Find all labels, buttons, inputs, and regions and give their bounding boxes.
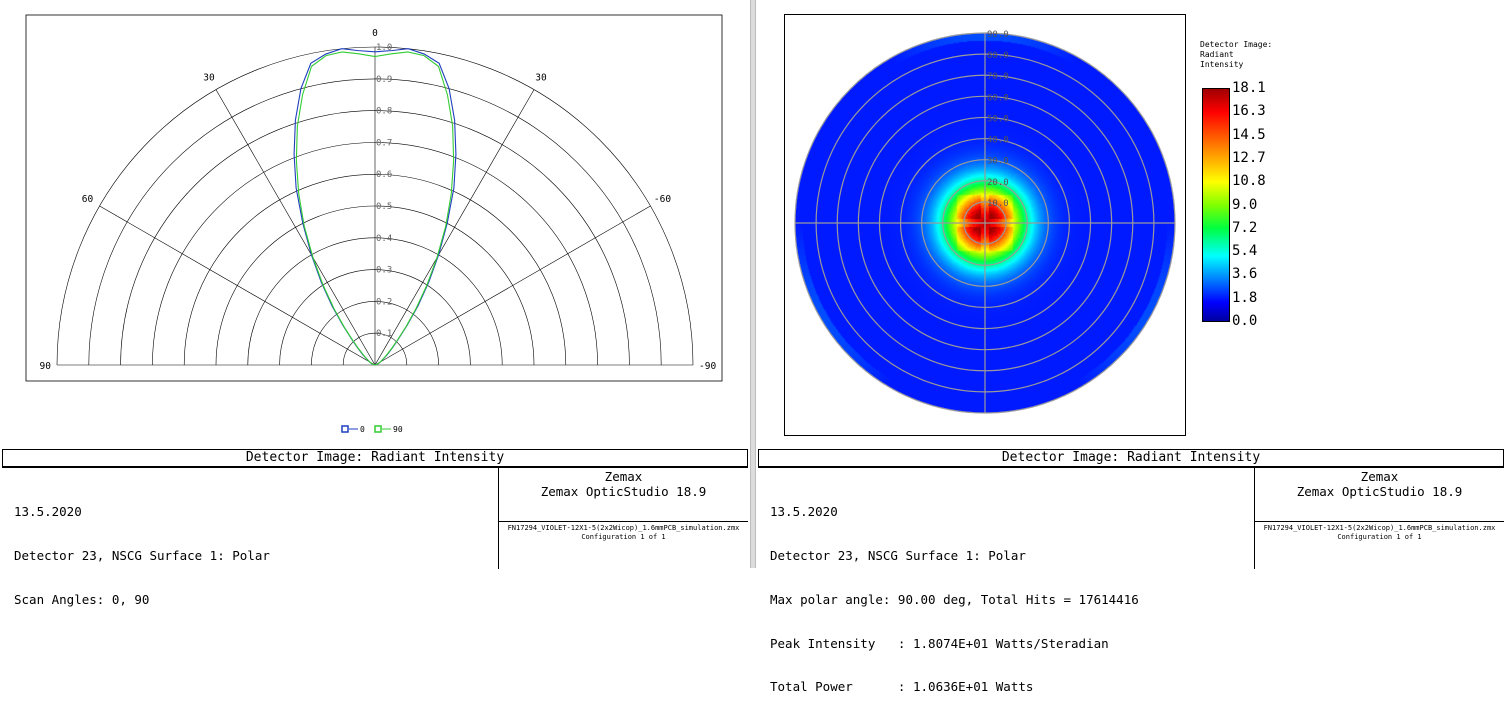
colorbar-tick-label: 3.6 <box>1232 266 1258 283</box>
info-lines: 13.5.2020 Detector 23, NSCG Surface 1: P… <box>14 476 270 637</box>
file-info: FN17294_VIOLET-12X1-5(2x2Wicop)_1.6mmPCB… <box>1255 524 1504 542</box>
legend-marker <box>341 425 349 433</box>
config-label: Configuration 1 of 1 <box>1337 533 1422 541</box>
brand-header: Zemax Zemax OpticStudio 18.9 <box>1255 468 1504 522</box>
colorbar-tick-label: 5.4 <box>1232 243 1258 260</box>
colorbar <box>1202 88 1230 322</box>
company-name: Zemax <box>1360 469 1399 484</box>
angle-label: -60 <box>654 194 671 205</box>
series-line-90 <box>295 51 455 366</box>
panel-divider[interactable] <box>750 0 756 568</box>
polar-plot: 0.1 0.2 0.3 0.4 0.5 0.6 0.7 0.8 0.9 1.0 0 30 30 60 -60… <box>25 14 723 434</box>
heatmap-radial-label: 50.0 <box>987 114 1009 124</box>
colorbar-tick-label: 7.2 <box>1232 219 1258 236</box>
info-lines: 13.5.2020 Detector 23, NSCG Surface 1: P… <box>770 476 1139 724</box>
heatmap-radial-label: 10.0 <box>987 199 1009 209</box>
heatmap-radial-label: 70.0 <box>987 72 1009 82</box>
config-label: Configuration 1 of 1 <box>581 533 666 541</box>
plot-frame <box>25 14 723 382</box>
radial-tick-label: 0.6 <box>376 170 392 180</box>
info-line: Peak Intensity : 1.8074E+01 Watts/Sterad… <box>770 635 1109 651</box>
colorbar-tick-label: 16.3 <box>1232 103 1266 120</box>
angle-label: 30 <box>535 72 547 83</box>
colorbar-tick-label: 1.8 <box>1232 289 1258 306</box>
info-box: 13.5.2020 Detector 23, NSCG Surface 1: P… <box>2 467 748 606</box>
polar-labels: 0.1 0.2 0.3 0.4 0.5 0.6 0.7 0.8 0.9 1.0 0 30 30 60 -60… <box>40 28 717 372</box>
product-name: Zemax OpticStudio 18.9 <box>540 483 707 499</box>
polar-series <box>293 48 457 366</box>
radial-tick-label: 1.0 <box>376 43 392 53</box>
legend-label: 0 <box>360 425 365 434</box>
info-box: 13.5.2020 Detector 23, NSCG Surface 1: P… <box>758 467 1504 694</box>
legend-label: 90 <box>393 425 403 434</box>
heatmap-radial-label: 40.0 <box>987 136 1009 146</box>
right-panel: 10.0 20.0 30.0 40.0 50.0 60.0 70.0 80.0 90.0 Det… <box>756 0 1506 694</box>
chart-title-bar: Detector Image: Radiant Intensity <box>758 449 1504 467</box>
brand-box: Zemax Zemax OpticStudio 18.9 FN17294_VIO… <box>498 468 748 569</box>
angle-label-0: 0 <box>372 28 378 39</box>
radial-tick-label: 0.9 <box>376 75 392 85</box>
colorbar-tick-label: 18.1 <box>1232 80 1266 96</box>
legend: 0 90 <box>341 425 403 434</box>
angle-label: 30 <box>203 72 215 83</box>
radial-tick-label: 0.1 <box>376 329 392 339</box>
heatmap-radial-labels: 10.0 20.0 30.0 40.0 50.0 60.0 70.0 80.0 90.0 <box>987 30 1009 209</box>
heatmap-radial-label: 60.0 <box>987 93 1009 103</box>
info-line: 13.5.2020 <box>770 504 838 520</box>
info-line: Detector 23, NSCG Surface 1: Polar <box>14 547 270 563</box>
file-info: FN17294_VIOLET-12X1-5(2x2Wicop)_1.6mmPCB… <box>499 524 748 542</box>
product-name: Zemax OpticStudio 18.9 <box>1296 483 1463 499</box>
info-line: Total Power : 1.0636E+01 Watts <box>770 679 1034 695</box>
radial-tick-label: 0.7 <box>376 138 392 148</box>
radial-tick-label: 0.3 <box>376 266 392 276</box>
brand-header: Zemax Zemax OpticStudio 18.9 <box>499 468 748 522</box>
chart-title: Detector Image: Radiant Intensity <box>245 450 505 465</box>
radial-tick-label: 0.4 <box>376 234 392 244</box>
info-line: 13.5.2020 <box>14 504 82 520</box>
heatmap-overlay: 10.0 20.0 30.0 40.0 50.0 60.0 70.0 80.0 90.0 <box>794 30 1176 414</box>
radial-tick-label: 0.5 <box>376 202 392 212</box>
polar-spoke <box>215 89 376 366</box>
polar-spoke <box>374 205 651 366</box>
heatmap-radial-label: 20.0 <box>987 178 1009 188</box>
info-line: Max polar angle: 90.00 deg, Total Hits =… <box>770 591 1139 607</box>
chart-title: Detector Image: Radiant Intensity <box>1001 450 1261 465</box>
left-panel: 0.1 0.2 0.3 0.4 0.5 0.6 0.7 0.8 0.9 1.0 0 30 30 60 -60… <box>0 0 750 606</box>
colorbar-title: Detector Image: Radiant Intensity <box>1200 40 1273 69</box>
polar-grid <box>56 46 694 366</box>
radial-tick-label: 0.8 <box>376 107 392 117</box>
info-line: Scan Angles: 0, 90 <box>14 591 150 607</box>
colorbar-tick-label: 0.0 <box>1232 313 1258 329</box>
polar-spoke <box>99 205 376 366</box>
legend-marker <box>374 425 382 433</box>
chart-title-bar: Detector Image: Radiant Intensity <box>2 449 748 467</box>
angle-label: 60 <box>82 194 94 205</box>
colorbar-tick-label: 12.7 <box>1232 149 1266 166</box>
heatmap-radial-label: 80.0 <box>987 51 1009 61</box>
angle-label: 90 <box>40 361 52 372</box>
file-name: FN17294_VIOLET-12X1-5(2x2Wicop)_1.6mmPCB… <box>507 524 740 532</box>
heatmap-grid <box>794 32 1176 414</box>
colorbar-tick-label: 14.5 <box>1232 126 1266 143</box>
radial-tick-label: 0.2 <box>376 297 392 307</box>
angle-label: -90 <box>699 361 716 372</box>
file-name: FN17294_VIOLET-12X1-5(2x2Wicop)_1.6mmPCB… <box>1263 524 1496 532</box>
colorbar-tick-label: 9.0 <box>1232 196 1258 213</box>
info-line: Detector 23, NSCG Surface 1: Polar <box>770 547 1026 563</box>
colorbar-tick-label: 10.8 <box>1232 173 1266 190</box>
polar-spoke <box>374 89 535 366</box>
brand-box: Zemax Zemax OpticStudio 18.9 FN17294_VIO… <box>1254 468 1504 569</box>
heatmap-radial-label: 30.0 <box>987 157 1009 167</box>
company-name: Zemax <box>604 469 643 484</box>
heatmap-radial-label: 90.0 <box>987 30 1009 40</box>
